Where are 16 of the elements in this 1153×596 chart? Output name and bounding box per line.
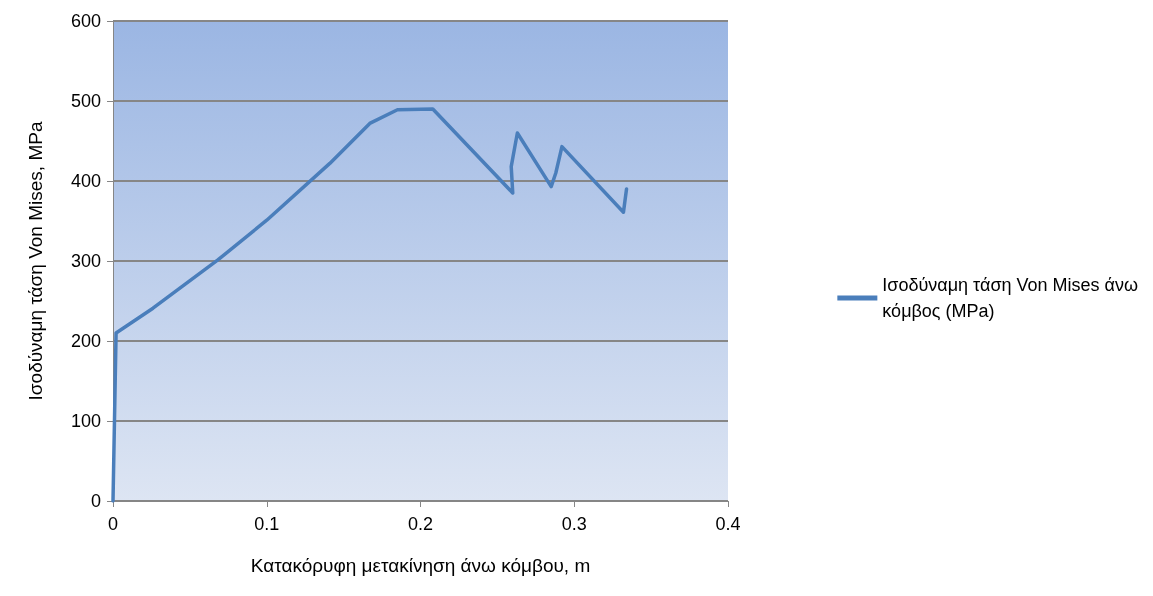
x-tick-label: 0.3 [561,514,587,534]
line-series [111,107,629,503]
y-axis-title: Ισοδύναμη τάση Von Mises, MPa [25,121,46,401]
y-tick-label: 500 [70,91,101,111]
y-tick-label: 0 [90,491,101,511]
x-tick-label: 0.1 [254,514,280,534]
x-tick-label: 0.4 [715,514,741,534]
legend-label: Ισοδύναμη τάση Von Mises άνω κόμβος (MPa) [882,275,1138,321]
y-tick-label: 400 [70,171,101,191]
x-tick-label: 0 [107,514,119,534]
y-tick-label: 100 [70,411,101,431]
x-tick-label: 0.2 [407,514,434,534]
y-tick-label: 300 [70,251,101,271]
x-axis-title: Κατακόρυφη μετακίνηση άνω κόμβου, m [250,555,591,576]
y-tick-label: 600 [70,11,101,31]
y-tick-label: 200 [70,331,101,351]
